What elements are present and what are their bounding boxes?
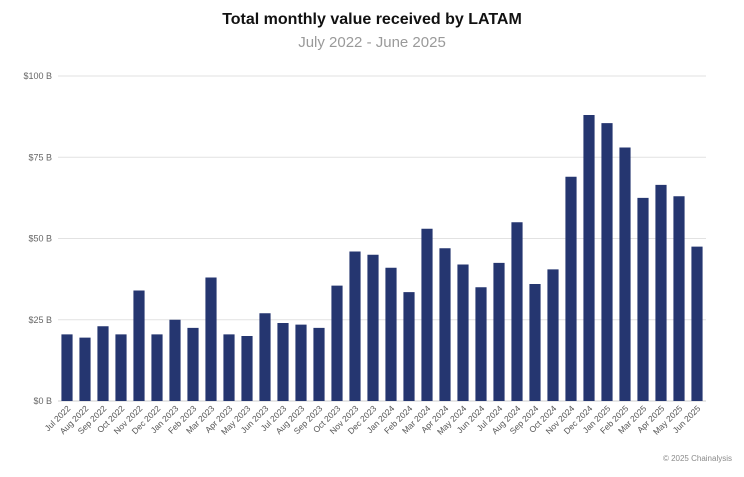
bar: [115, 334, 127, 401]
bar: [583, 115, 595, 401]
bar: [547, 269, 559, 401]
bar: [97, 326, 109, 401]
bar: [403, 292, 415, 401]
bar: [295, 324, 307, 401]
y-tick-label: $25 B: [28, 315, 52, 325]
bar: [259, 313, 271, 401]
bar: [673, 196, 685, 401]
y-tick-label: $0 B: [33, 396, 52, 406]
bar: [241, 336, 253, 401]
bar: [493, 262, 505, 401]
y-tick-label: $50 B: [28, 234, 52, 244]
bar: [601, 123, 613, 401]
bar: [637, 197, 649, 401]
bar: [331, 285, 343, 401]
bar: [565, 176, 577, 401]
y-tick-label: $75 B: [28, 152, 52, 162]
bar: [439, 248, 451, 401]
bar: [313, 327, 325, 401]
bar: [151, 334, 163, 401]
chart-subtitle: July 2022 - June 2025: [298, 34, 446, 51]
copyright-credit: © 2025 Chainalysis: [662, 454, 732, 463]
bar: [79, 337, 91, 401]
bar: [457, 264, 469, 401]
bar: [169, 319, 181, 401]
chart-title: Total monthly value received by LATAM: [222, 11, 522, 28]
bar: [421, 228, 433, 401]
y-tick-label: $100 B: [23, 71, 52, 81]
bar: [655, 184, 667, 401]
bar: [61, 334, 73, 401]
bar: [223, 334, 235, 401]
bar: [133, 290, 145, 401]
bar: [385, 267, 397, 401]
bar: [511, 222, 523, 401]
bar: [277, 323, 289, 401]
bar: [205, 277, 217, 401]
bar: [529, 284, 541, 401]
bar: [367, 254, 379, 401]
bar: [619, 147, 631, 401]
bar: [349, 251, 361, 401]
bar: [691, 246, 703, 401]
bar: [187, 327, 199, 401]
bar: [475, 287, 487, 401]
